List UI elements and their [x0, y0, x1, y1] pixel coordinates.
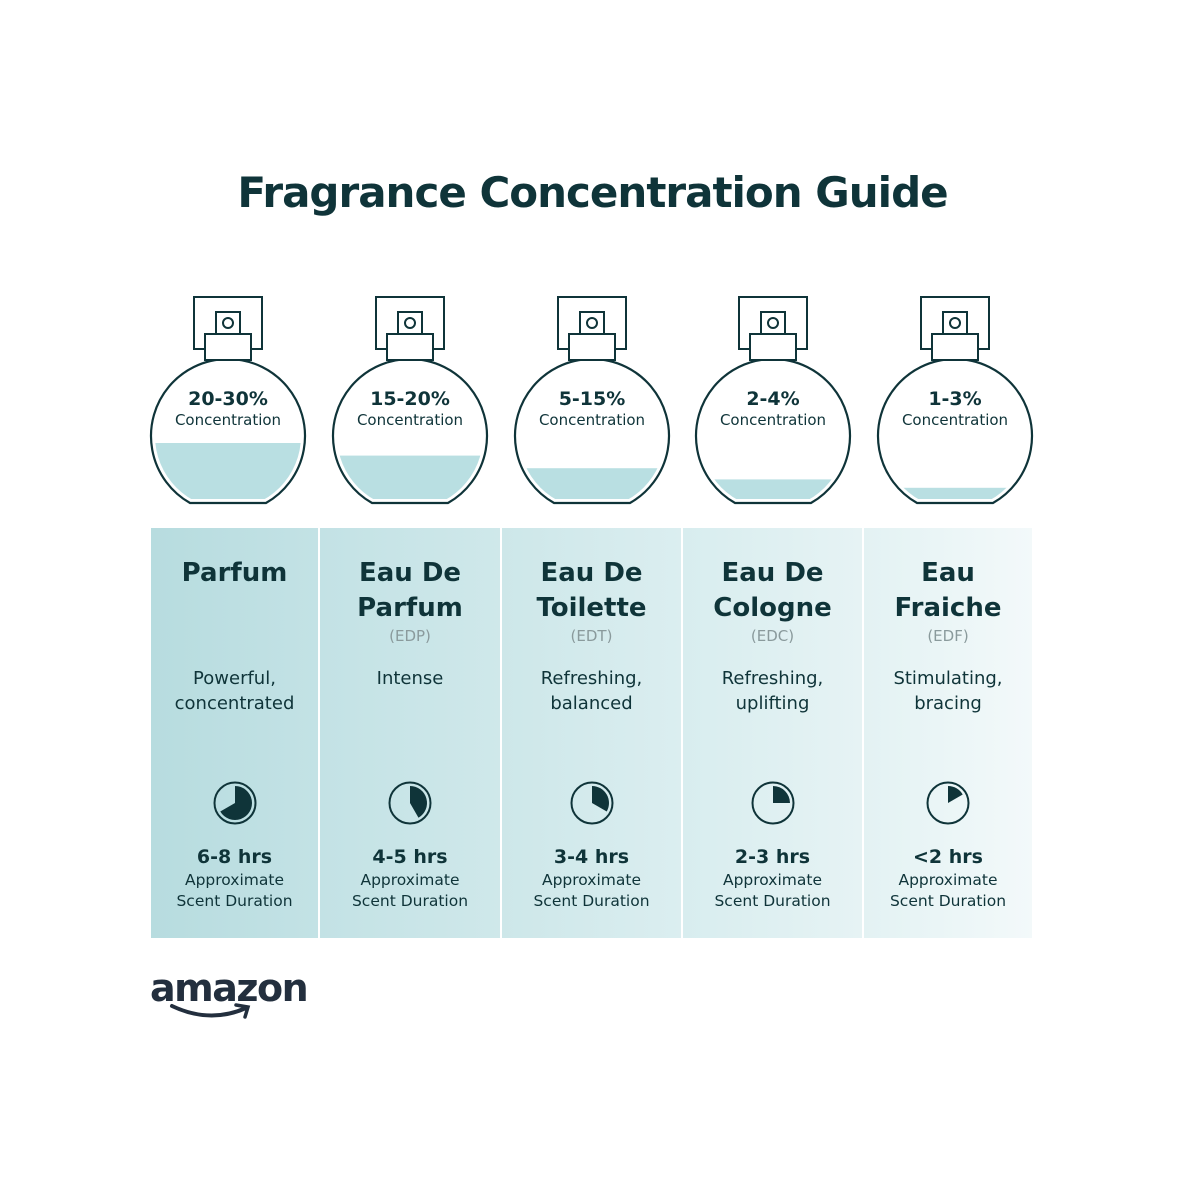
fragrance-abbr: (EDT): [570, 627, 613, 645]
fragrance-description: Refreshing, balanced: [540, 668, 643, 714]
fragrance-name: Eau De Cologne: [713, 558, 832, 623]
fragrance-description: Intense: [376, 668, 444, 689]
bottle: [331, 296, 489, 505]
fragrance-column: Eau De Toilette (EDT) Refreshing, balanc…: [502, 528, 681, 938]
duration-value: 3-4 hrs: [553, 846, 630, 868]
clock-icon: [926, 781, 970, 825]
bottle-label: 20-30% Concentration: [148, 388, 308, 430]
spray-nozzle: [215, 311, 241, 335]
duration-label-line1: Approximate: [360, 871, 460, 889]
nozzle-hole-icon: [404, 317, 416, 329]
nozzle-hole-icon: [767, 317, 779, 329]
fragrance-column: Eau De Parfum (EDP) Intense 4-5 hrs Appr…: [320, 528, 500, 938]
bottles-row: [149, 296, 1034, 505]
nozzle-hole-icon: [586, 317, 598, 329]
fragrance-description: Refreshing, uplifting: [721, 668, 824, 714]
duration-label: Approximate Scent Duration: [864, 870, 1032, 912]
fragrance-abbr: (EDF): [927, 627, 969, 645]
fragrance-column: Eau Fraiche (EDF) Stimulating, bracing <…: [864, 528, 1032, 938]
liquid-fill: [700, 479, 846, 499]
spray-nozzle: [942, 311, 968, 335]
bottle-label: 15-20% Concentration: [330, 388, 490, 430]
smile-arrow-icon: [170, 1003, 251, 1019]
duration-value: 2-3 hrs: [734, 846, 811, 868]
concentration-label: Concentration: [538, 411, 646, 429]
duration-value: 4-5 hrs: [372, 846, 448, 868]
concentration-value: 1-3%: [928, 388, 982, 410]
bottle-label: 1-3% Concentration: [875, 388, 1035, 430]
fragrance-name: Eau Fraiche: [894, 558, 1002, 623]
fragrance-name: Parfum: [181, 558, 288, 588]
liquid-fill: [882, 487, 1028, 499]
duration-label-line1: Approximate: [184, 871, 284, 889]
nozzle-hole-icon: [949, 317, 961, 329]
duration-label: Approximate Scent Duration: [320, 870, 500, 912]
logo-text: amazon: [150, 966, 309, 1010]
duration-label-line1: Approximate: [722, 871, 822, 889]
duration-value: <2 hrs: [913, 846, 983, 868]
fragrance-column: Eau De Cologne (EDC) Refreshing, uplifti…: [683, 528, 862, 938]
clock-icon: [388, 781, 432, 825]
fragrance-name: Eau De Parfum: [357, 558, 463, 623]
page-title: Fragrance Concentration Guide: [237, 168, 948, 217]
spray-nozzle: [397, 311, 423, 335]
liquid-fill: [155, 443, 301, 499]
fragrance-description: Powerful, concentrated: [174, 668, 295, 714]
bottle: [513, 296, 671, 505]
bottle: [149, 296, 307, 505]
bottle-neck: [204, 333, 252, 361]
bottle-neck: [931, 333, 979, 361]
concentration-value: 2-4%: [746, 388, 800, 410]
fragrance-abbr: (EDP): [389, 627, 431, 645]
duration-label: Approximate Scent Duration: [683, 870, 862, 912]
spray-nozzle: [760, 311, 786, 335]
fragrance-abbr: [151, 624, 318, 648]
bottle-neck: [386, 333, 434, 361]
duration-label-line2: Scent Duration: [889, 892, 1007, 910]
duration-value: 6-8 hrs: [196, 846, 273, 868]
concentration-value: 20-30%: [188, 388, 268, 410]
clock-icon: [213, 781, 256, 825]
fragrance-name: Eau De Toilette: [536, 558, 647, 623]
duration-label-line1: Approximate: [898, 871, 998, 889]
concentration-label: Concentration: [356, 411, 464, 429]
duration-label-line1: Approximate: [541, 871, 641, 889]
fragrance-column: Parfum Powerful, concentrated 6-8 hrs Ap…: [151, 528, 318, 938]
duration-label-line2: Scent Duration: [714, 892, 831, 910]
fragrance-description: Stimulating, bracing: [893, 668, 1003, 714]
concentration-value: 5-15%: [558, 388, 626, 410]
bottle-neck: [568, 333, 616, 361]
bottle-neck: [749, 333, 797, 361]
duration-label-line2: Scent Duration: [351, 892, 469, 910]
duration-label: Approximate Scent Duration: [502, 870, 681, 912]
amazon-logo: amazon: [150, 966, 309, 1019]
duration-label-line2: Scent Duration: [176, 892, 293, 910]
concentration-value: 15-20%: [370, 388, 450, 410]
spray-nozzle: [579, 311, 605, 335]
duration-label-line2: Scent Duration: [533, 892, 650, 910]
liquid-fill: [519, 468, 665, 499]
clock-icon: [570, 781, 613, 825]
nozzle-hole-icon: [222, 317, 234, 329]
bottle: [694, 296, 852, 505]
bottle: [876, 296, 1034, 505]
duration-label: Approximate Scent Duration: [151, 870, 318, 912]
bottle-label: 2-4% Concentration: [693, 388, 853, 430]
fragrance-abbr: (EDC): [750, 627, 795, 645]
concentration-label: Concentration: [174, 411, 282, 429]
clock-icon: [751, 781, 794, 825]
concentration-label: Concentration: [719, 411, 827, 429]
concentration-label: Concentration: [901, 411, 1009, 429]
bottle-body: [876, 357, 1034, 505]
bottle-label: 5-15% Concentration: [512, 388, 672, 430]
